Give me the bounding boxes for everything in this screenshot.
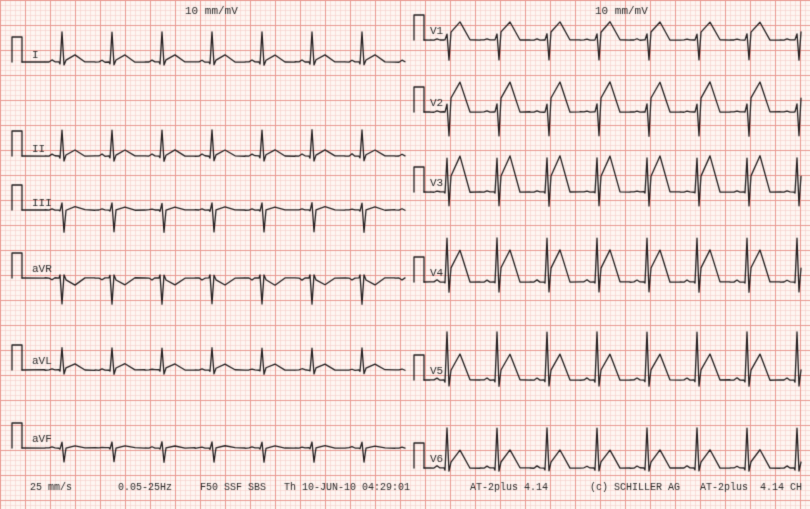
ecg-chart bbox=[0, 0, 810, 509]
